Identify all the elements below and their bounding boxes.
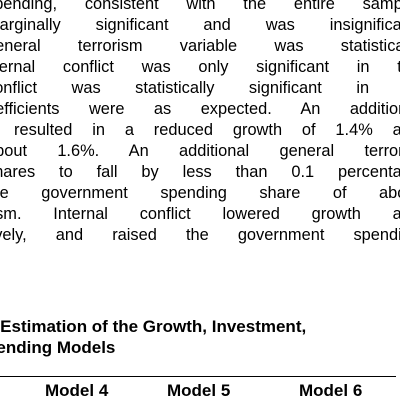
paragraph-line: xternal conflict was only significant in… (0, 58, 400, 76)
table-top-rule (0, 376, 396, 377)
paragraph-line: general terrorism variable was statistic… (0, 37, 400, 55)
paragraph-line: the government spending share of about (0, 184, 400, 202)
paragraph-line: shares to fall by less than 0.1 percenta… (0, 163, 400, 181)
paragraph-line: oefficients were as expected. An additio… (0, 100, 400, 118)
paragraph-line: tively, and raised the government spendi… (0, 226, 400, 244)
column-header-model-4: Model 4 (45, 381, 109, 400)
paragraph-line: about 1.6%. An additional general terror… (0, 142, 400, 160)
column-header-model-5: Model 5 (167, 381, 231, 400)
table-title-line-2: pending Models (0, 338, 116, 357)
column-header-model-6: Model 6 (299, 381, 363, 400)
paragraph-line: s resulted in a reduced growth of 1.4% a… (0, 121, 400, 139)
paragraph-line: marginally significant and was insignifi… (0, 16, 400, 34)
paragraph-line: spending, consistent with the entire sam… (0, 0, 400, 13)
paragraph-line: rism. Internal conflict lowered growth a… (0, 205, 400, 223)
table-title-line-1: s Estimation of the Growth, Investment, (0, 317, 307, 336)
paragraph-line: conflict was statistically significant i… (0, 79, 400, 97)
